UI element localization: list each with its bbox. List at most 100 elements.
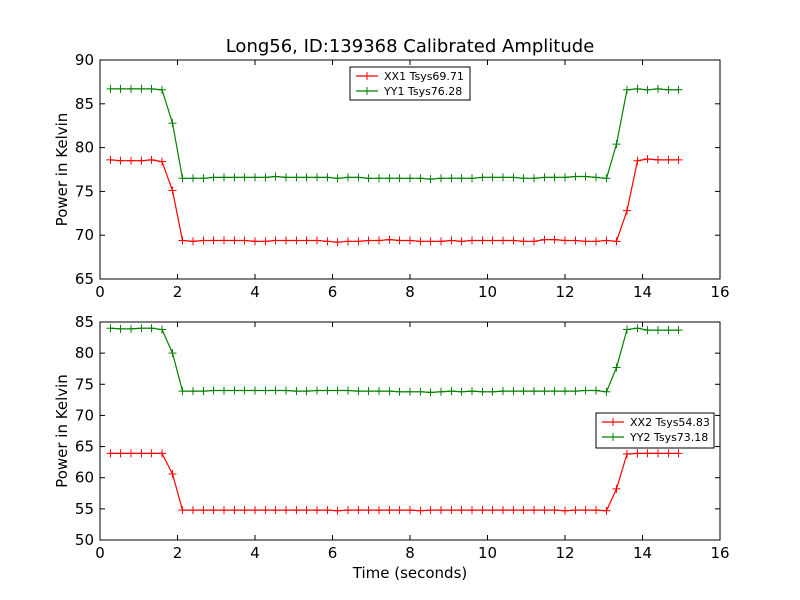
data-point (189, 174, 197, 183)
data-point (199, 236, 208, 245)
data-point (509, 387, 518, 396)
data-point (664, 449, 673, 458)
data-point (550, 235, 559, 244)
data-point (499, 173, 507, 182)
data-point (199, 174, 208, 183)
data-point (654, 326, 662, 335)
data-point (499, 506, 507, 515)
legend-label: YY2 Tsys73.18 (629, 431, 708, 444)
y-tick-label: 75 (75, 182, 94, 200)
data-point (643, 154, 652, 163)
data-point (313, 506, 321, 515)
data-point (457, 237, 466, 246)
data-point (530, 387, 538, 396)
data-point (623, 85, 631, 94)
data-point (395, 174, 404, 183)
data-point (271, 506, 280, 515)
data-point (230, 506, 239, 515)
data-point (137, 156, 146, 165)
data-point (313, 236, 321, 245)
data-point (633, 449, 642, 458)
x-tick-label: 6 (328, 544, 338, 562)
data-point (674, 155, 683, 164)
data-point (168, 349, 177, 358)
data-point (199, 387, 208, 396)
x-tick-label: 0 (95, 544, 105, 562)
data-point (116, 156, 125, 165)
data-point (251, 506, 259, 515)
x-tick-label: 16 (710, 283, 729, 301)
data-point (581, 506, 590, 515)
bottom-panel: 0 2 4 6 8 10 12 14 16 50 55 60 65 70 75 80 85 Power in Ke… (53, 313, 730, 562)
data-point (643, 85, 652, 94)
data-point (530, 237, 538, 246)
data-point (457, 387, 466, 396)
y-tick-label: 60 (75, 469, 94, 487)
data-point (292, 387, 301, 396)
data-point (478, 387, 487, 396)
data-point (643, 326, 652, 335)
data-point (116, 449, 125, 458)
data-point (261, 386, 270, 395)
data-point (437, 387, 445, 396)
data-point (199, 506, 208, 515)
data-point (344, 386, 352, 395)
data-point (292, 236, 301, 245)
data-point (106, 449, 115, 458)
data-point (643, 449, 652, 458)
data-point (395, 236, 404, 245)
data-point (519, 174, 528, 183)
data-point (540, 387, 549, 396)
y-tick-label: 90 (75, 51, 94, 69)
data-point (261, 506, 270, 515)
x-tick-label: 12 (555, 544, 574, 562)
data-point (375, 506, 383, 515)
y-tick-label: 65 (75, 270, 94, 288)
data-point (354, 237, 363, 246)
data-point (147, 84, 156, 93)
y-axis-label: Power in Kelvin (53, 374, 71, 488)
data-point (178, 387, 187, 396)
data-point (468, 174, 476, 183)
data-point (106, 84, 115, 93)
data-point (406, 236, 414, 245)
data-point (261, 173, 270, 182)
data-point (158, 449, 166, 458)
data-point (488, 506, 497, 515)
data-point (509, 506, 518, 515)
data-point (127, 324, 135, 333)
data-point (416, 237, 425, 246)
data-point (519, 506, 528, 515)
data-point (209, 386, 218, 395)
x-tick-label: 10 (478, 283, 497, 301)
x-tick-label: 16 (710, 544, 729, 562)
data-point (261, 237, 270, 246)
data-point (282, 386, 290, 395)
data-point (437, 506, 445, 515)
data-point (147, 324, 156, 333)
data-point (468, 387, 476, 396)
data-point (385, 235, 394, 244)
data-point (158, 157, 166, 166)
data-point (240, 173, 249, 182)
x-tick-label: 14 (633, 544, 652, 562)
data-point (633, 324, 642, 333)
data-point (540, 235, 549, 244)
data-point (147, 155, 156, 164)
data-point (581, 386, 590, 395)
y-tick-label: 75 (75, 375, 94, 393)
x-tick-label: 14 (633, 283, 652, 301)
data-point (302, 506, 311, 515)
data-point (478, 173, 487, 182)
data-point (426, 237, 435, 246)
x-tick-label: 2 (173, 283, 183, 301)
data-point (364, 174, 373, 183)
data-point (674, 449, 683, 458)
y-tick-label: 70 (75, 226, 94, 244)
data-point (664, 326, 673, 335)
data-point (127, 84, 135, 93)
y-tick-label: 70 (75, 406, 94, 424)
data-point (282, 173, 290, 182)
data-point (550, 506, 559, 515)
data-point (189, 506, 197, 515)
